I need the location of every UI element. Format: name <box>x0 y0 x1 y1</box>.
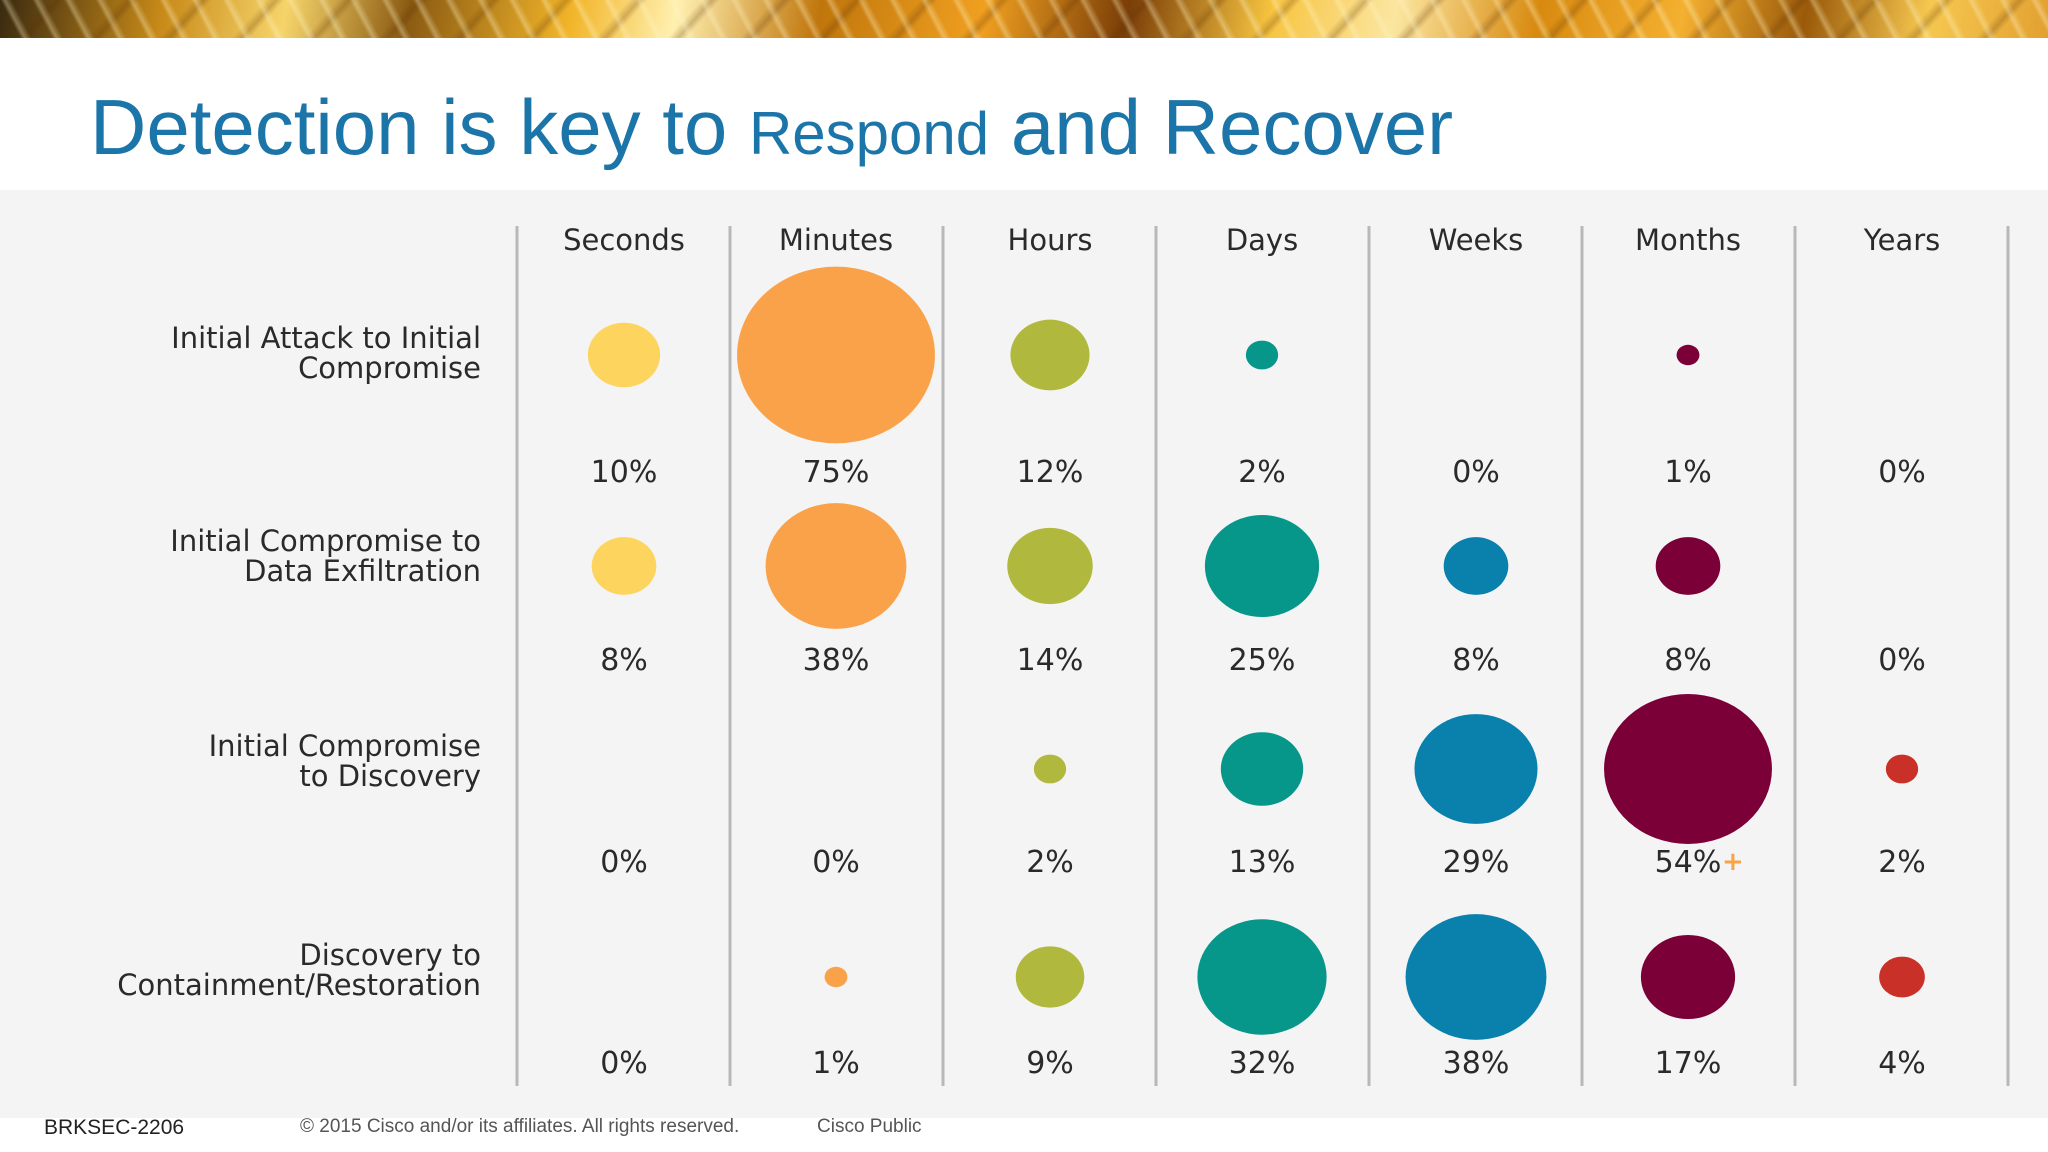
value-label-r3-weeks: 38% <box>1443 1046 1510 1081</box>
bubble-r3-years <box>1879 956 1925 998</box>
banner-texture <box>0 0 2048 38</box>
row-label-2-line-0: Initial Compromise <box>209 729 481 763</box>
bubble-r1-minutes <box>765 503 907 629</box>
bubble-r0-months <box>1676 344 1700 366</box>
bubble-r0-days <box>1245 340 1279 370</box>
value-label-r3-years: 4% <box>1878 1046 1926 1081</box>
footer <box>0 1118 2048 1152</box>
value-label-r1-weeks: 8% <box>1452 643 1500 678</box>
value-label-r0-weeks: 0% <box>1452 455 1500 490</box>
value-label-r0-minutes: 75% <box>803 455 870 490</box>
value-label-r1-hours: 14% <box>1017 643 1084 678</box>
bubble-r1-months <box>1655 537 1721 595</box>
value-label-r3-hours: 9% <box>1026 1046 1074 1081</box>
value-label-r2-seconds: 0% <box>600 845 648 880</box>
row-label-3-line-0: Discovery to <box>299 938 481 972</box>
value-label-r0-days: 2% <box>1238 455 1286 490</box>
chart-panel: Seconds Minutes Hours Days Weeks Months Years I… <box>0 190 2048 1118</box>
bubble-r3-weeks <box>1405 914 1547 1040</box>
bubble-r1-days <box>1204 515 1320 617</box>
row-label-1-line-1: Data Exfiltration <box>244 554 481 588</box>
title-part-3: and Recover <box>989 83 1454 171</box>
value-label-r1-seconds: 8% <box>600 643 648 678</box>
row-label-0-line-1: Compromise <box>298 351 481 385</box>
footer-classification: Cisco Public <box>817 1116 922 1137</box>
column-header-months: Months <box>1635 223 1741 257</box>
title-part-2: Respond <box>748 100 990 167</box>
value-label-r1-days: 25% <box>1229 643 1296 678</box>
bubble-r3-days <box>1197 919 1327 1035</box>
title-part-1: Detection is key to <box>90 83 749 171</box>
bubble-r3-minutes <box>824 966 848 988</box>
column-header-hours: Hours <box>1008 223 1093 257</box>
column-header-minutes: Minutes <box>779 223 893 257</box>
value-label-r3-seconds: 0% <box>600 1046 648 1081</box>
bubble-r2-months <box>1604 694 1772 844</box>
bubble-chart: Seconds Minutes Hours Days Weeks Months Years I… <box>117 223 2010 1086</box>
footer-session-id: BRKSEC-2206 <box>44 1116 185 1139</box>
row-label-3-line-1: Containment/Restoration <box>117 968 481 1002</box>
row-label-1-line-0: Initial Compromise to <box>170 524 481 558</box>
bubble-r3-hours <box>1015 946 1085 1008</box>
value-label-r0-months: 1% <box>1664 455 1712 490</box>
row-label-2-line-1: to Discovery <box>299 759 481 793</box>
column-header-seconds: Seconds <box>563 223 685 257</box>
bubble-r2-hours <box>1033 754 1067 784</box>
bubble-r2-weeks <box>1414 714 1538 824</box>
bubble-r1-seconds <box>591 537 657 595</box>
value-label-r2-hours: 2% <box>1026 845 1074 880</box>
column-header-years: Years <box>1863 223 1941 257</box>
value-label-r1-minutes: 38% <box>803 643 870 678</box>
value-label-r2-minutes: 0% <box>812 845 860 880</box>
value-label-r0-hours: 12% <box>1017 455 1084 490</box>
value-label-r1-months: 8% <box>1664 643 1712 678</box>
bubble-r1-hours <box>1007 527 1093 605</box>
bubble-r1-weeks <box>1443 537 1509 595</box>
value-label-r3-minutes: 1% <box>812 1046 860 1081</box>
row-label-0-line-0: Initial Attack to Initial <box>171 321 481 355</box>
footer-copyright: © 2015 Cisco and/or its affiliates. All … <box>300 1116 740 1137</box>
bubble-r2-years <box>1885 754 1919 784</box>
column-header-days: Days <box>1226 223 1298 257</box>
page-title: Detection is key to Respond and Recover <box>90 88 1453 166</box>
value-label-r0-years: 0% <box>1878 455 1926 490</box>
value-label-r2-months: 54% <box>1655 845 1722 880</box>
value-label-r1-years: 0% <box>1878 643 1926 678</box>
value-label-r0-seconds: 10% <box>591 455 658 490</box>
value-label-r2-days: 13% <box>1229 845 1296 880</box>
value-label-r3-months: 17% <box>1655 1046 1722 1081</box>
bubble-r0-hours <box>1010 319 1090 391</box>
bubble-r0-minutes <box>737 266 935 444</box>
bubble-r3-months <box>1640 934 1736 1020</box>
bubble-r0-seconds <box>587 322 661 388</box>
column-header-weeks: Weeks <box>1429 223 1524 257</box>
annotation-marker-0: + <box>1722 847 1744 877</box>
bubble-r2-days <box>1220 732 1304 806</box>
value-label-r2-years: 2% <box>1878 845 1926 880</box>
value-label-r2-weeks: 29% <box>1443 845 1510 880</box>
value-label-r3-days: 32% <box>1229 1046 1296 1081</box>
header-banner <box>0 0 2048 38</box>
